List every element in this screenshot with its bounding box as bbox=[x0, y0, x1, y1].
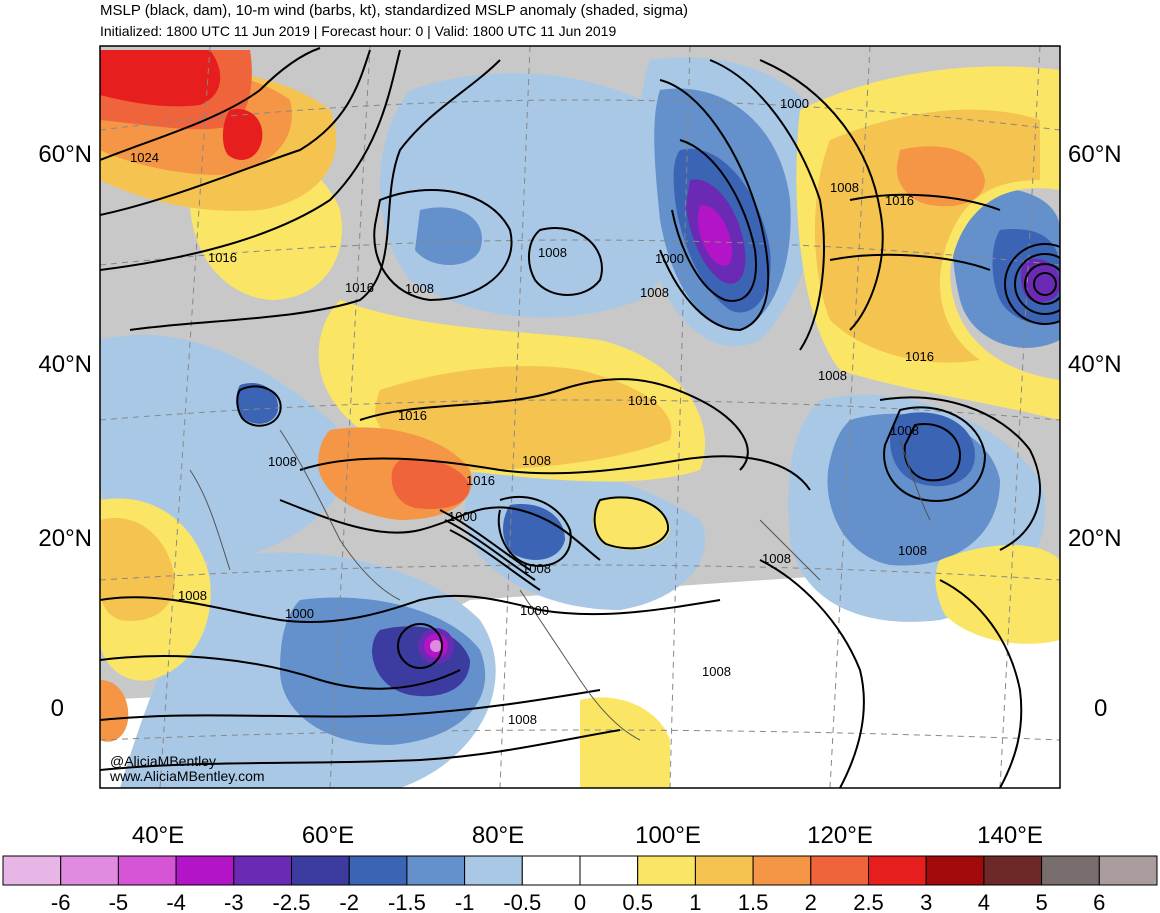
isobar-label: 1016 bbox=[628, 393, 657, 408]
credit-handle: @AliciaMBentley bbox=[110, 753, 216, 769]
colorbar-label: 0.5 bbox=[622, 890, 653, 913]
isobar-label: 1008 bbox=[830, 180, 859, 195]
isobar-label: 1008 bbox=[898, 543, 927, 558]
colorbar-swatch bbox=[579, 855, 639, 886]
map-subtitle: Initialized: 1800 UTC 11 Jun 2019 | Fore… bbox=[100, 23, 617, 39]
colorbar-swatch bbox=[117, 855, 177, 886]
colorbar-label: 2.5 bbox=[853, 890, 884, 913]
isobar-label: 1008 bbox=[890, 423, 919, 438]
credit-url: www.AliciaMBentley.com bbox=[109, 768, 265, 784]
colorbar-label: 6 bbox=[1093, 890, 1105, 913]
colorbar-label: -2.5 bbox=[273, 890, 311, 913]
isobar-label: 1016 bbox=[398, 408, 427, 423]
colorbar-label: 0 bbox=[574, 890, 586, 913]
isobar-label: 1008 bbox=[702, 664, 731, 679]
isobar-label: 1000 bbox=[448, 509, 477, 524]
isobar-label: 1016 bbox=[885, 193, 914, 208]
colorbar-label: 5 bbox=[1035, 890, 1047, 913]
isobars bbox=[100, 47, 1060, 788]
isobar-label: 1008 bbox=[522, 561, 551, 576]
colorbar-swatch bbox=[175, 855, 235, 886]
colorbar-swatch bbox=[694, 855, 754, 886]
colorbar-label: -3 bbox=[224, 890, 244, 913]
colorbar-label: -6 bbox=[51, 890, 71, 913]
lon-label-120: 120°E bbox=[807, 822, 873, 849]
isobar-label: 1000 bbox=[655, 251, 684, 266]
isobar-label-group: 1024 1016 1016 1008 1008 1000 1000 1008 … bbox=[130, 96, 934, 727]
lon-label-100: 100°E bbox=[635, 822, 701, 849]
colorbar-swatch bbox=[464, 855, 523, 886]
isobar-label: 1000 bbox=[520, 603, 549, 618]
lat-label-right-0: 0 bbox=[1094, 695, 1107, 722]
isobar-label: 1000 bbox=[780, 96, 809, 111]
isobar-label: 1008 bbox=[818, 368, 847, 383]
colorbar-swatch bbox=[60, 855, 119, 886]
lat-label-right-20: 20°N bbox=[1068, 525, 1122, 552]
colorbar-label: -5 bbox=[109, 890, 129, 913]
colorbar-swatch bbox=[752, 855, 812, 886]
colorbar-swatch bbox=[983, 855, 1043, 886]
lon-label-80: 80°E bbox=[472, 822, 524, 849]
colorbar-label: -0.5 bbox=[503, 890, 541, 913]
colorbar-label: -4 bbox=[166, 890, 186, 913]
lon-label-60: 60°E bbox=[302, 822, 354, 849]
colorbar-swatch bbox=[233, 855, 293, 886]
colorbar-swatch bbox=[925, 855, 985, 886]
lat-label-right-40: 40°N bbox=[1068, 351, 1122, 378]
lat-label-left-60: 60°N bbox=[38, 141, 92, 168]
anomaly-shading bbox=[100, 46, 1060, 788]
graticule bbox=[100, 46, 1060, 788]
isobar-label: 1008 bbox=[762, 551, 791, 566]
isobar-label: 1008 bbox=[405, 281, 434, 296]
colorbar-label: 3 bbox=[920, 890, 932, 913]
colorbar-swatch bbox=[1041, 855, 1100, 886]
lon-label-140: 140°E bbox=[977, 822, 1043, 849]
coastlines bbox=[189, 429, 931, 741]
isobar-label: 1008 bbox=[538, 245, 567, 260]
colorbar-swatch bbox=[810, 855, 869, 886]
colorbar-label: -2 bbox=[339, 890, 359, 913]
lon-label-40: 40°E bbox=[132, 822, 184, 849]
isobar-label: 1008 bbox=[522, 453, 551, 468]
isobar-label: 1016 bbox=[208, 250, 237, 265]
colorbar: -6 -5 -4 -3 -2.5 -2 -1.5 -1 -0.5 0 0.5 1 1.5 2 2.5 3 4 5 6 bbox=[2, 855, 1158, 913]
colorbar-label: 1.5 bbox=[738, 890, 769, 913]
isobar-label: 1016 bbox=[466, 473, 495, 488]
isobar-label: 1016 bbox=[905, 349, 934, 364]
colorbar-swatch bbox=[868, 855, 927, 886]
map-frame bbox=[99, 45, 1061, 789]
colorbar-label: -1.5 bbox=[388, 890, 426, 913]
isobar-label: 1024 bbox=[130, 150, 159, 165]
isobar-label: 1008 bbox=[178, 588, 207, 603]
isobar-label: 1008 bbox=[508, 712, 537, 727]
isobar-label: 1008 bbox=[268, 454, 297, 469]
colorbar-swatch bbox=[406, 855, 466, 886]
colorbar-label: 4 bbox=[978, 890, 990, 913]
colorbar-swatch bbox=[291, 855, 350, 886]
colorbar-label: -1 bbox=[455, 890, 475, 913]
colorbar-swatch bbox=[521, 855, 581, 886]
lat-label-right-60: 60°N bbox=[1068, 141, 1122, 168]
colorbar-swatch bbox=[637, 855, 696, 886]
lat-label-left-40: 40°N bbox=[38, 351, 92, 378]
lat-label-left-0: 0 bbox=[51, 695, 64, 722]
lat-label-left-20: 20°N bbox=[38, 525, 92, 552]
colorbar-swatch bbox=[348, 855, 408, 886]
colorbar-label: 2 bbox=[805, 890, 817, 913]
map-title: MSLP (black, dam), 10-m wind (barbs, kt)… bbox=[100, 2, 689, 19]
isobar-label: 1000 bbox=[285, 606, 314, 621]
isobar-label: 1016 bbox=[345, 280, 374, 295]
isobar-label: 1008 bbox=[640, 285, 669, 300]
colorbar-label: 1 bbox=[689, 890, 701, 913]
colorbar-swatch bbox=[2, 855, 62, 886]
colorbar-swatch bbox=[1098, 855, 1158, 886]
